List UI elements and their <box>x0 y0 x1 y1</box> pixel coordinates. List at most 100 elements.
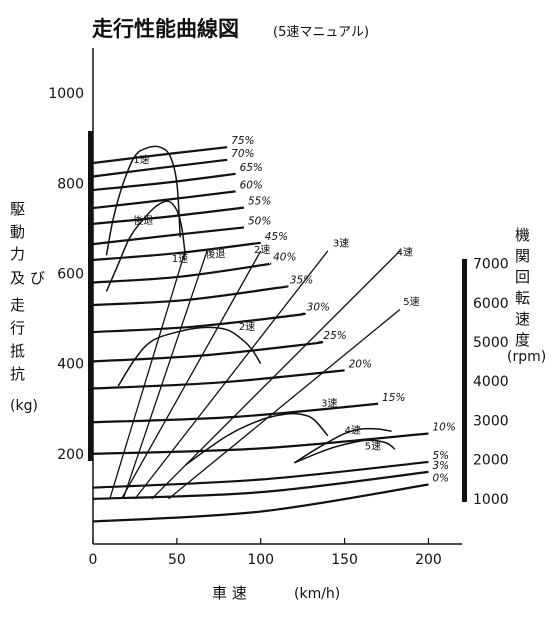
gradient-curve-50pct <box>92 226 245 246</box>
x-tick-label: 100 <box>247 552 274 568</box>
gear-line <box>151 250 401 500</box>
driving-force-curve <box>293 427 392 464</box>
y-tick-label: 600 <box>57 266 84 282</box>
rpm-axis-label-char: 回 <box>515 268 530 286</box>
gradient-curve-40pct <box>92 262 272 284</box>
rpm-axis-label-char: 転 <box>515 289 530 307</box>
x-axis-label: 車 速 <box>212 584 247 602</box>
gradient-curve-30pct <box>92 312 306 334</box>
gradient-curve-15pct <box>92 402 379 424</box>
rpm-tick-label: 4000 <box>473 374 509 390</box>
y-axis-label-char: 駆 <box>10 200 25 218</box>
y-axis-label-char: 抗 <box>10 365 25 383</box>
y-tick-label: 400 <box>57 357 84 373</box>
y-tick-label: 200 <box>57 447 84 463</box>
gear-label: 1速 <box>172 253 188 265</box>
x-tick-label: 150 <box>331 552 358 568</box>
gradient-label: 0% <box>432 472 449 484</box>
gradient-label: 50% <box>248 215 271 227</box>
gradient-label: 3% <box>432 460 449 472</box>
driving-force-curve <box>105 200 186 292</box>
y-axis-label-char: 行 <box>10 319 25 337</box>
x-axis-unit: (km/h) <box>294 586 340 602</box>
gear-line <box>109 250 186 500</box>
rpm-tick-label: 2000 <box>473 453 509 469</box>
gear-label: 後退 <box>133 214 153 227</box>
gradient-label: 45% <box>265 231 288 243</box>
rpm-tick-label: 5000 <box>473 335 509 351</box>
driving-force-curve <box>117 326 262 387</box>
gradient-curve-45pct <box>92 241 261 262</box>
gear-line <box>122 250 208 500</box>
gear-label: 5速 <box>365 440 381 452</box>
gradient-curve-55pct <box>92 206 245 225</box>
gear-label: 4速 <box>397 246 413 258</box>
gradient-curve-70pct <box>92 158 228 178</box>
gradient-label: 10% <box>432 422 455 434</box>
rpm-axis-label-char: 機 <box>515 226 530 244</box>
y-axis-label-char: び <box>30 269 45 287</box>
gradient-label: 65% <box>240 162 263 174</box>
y-axis-label-char: 及 <box>10 269 25 287</box>
y-axis-label-char: 抵 <box>10 342 25 360</box>
y-axis-unit: (kg) <box>10 398 38 414</box>
gear-label: 3速 <box>321 397 337 409</box>
x-tick-label: 200 <box>415 552 442 568</box>
y-tick-label: 800 <box>57 176 84 192</box>
gradient-label: 55% <box>248 196 271 208</box>
gradient-curve-10pct <box>92 432 429 455</box>
gradient-curve-0pct <box>92 483 429 523</box>
gradient-curve-60pct <box>92 190 236 210</box>
gradient-label: 25% <box>323 330 346 342</box>
gradient-curve-5pct <box>92 460 429 489</box>
x-tick-label: 50 <box>168 552 186 568</box>
rpm-axis-label-char: 関 <box>515 247 530 265</box>
rpm-tick-labels: 1000 2000 3000 4000 5000 6000 7000 <box>473 257 509 508</box>
driving-force-curve <box>293 439 396 464</box>
left-tick-bar <box>88 131 93 461</box>
gear-label: 2速 <box>239 321 255 333</box>
y-tick-labels: 200 400 600 800 1000 <box>48 86 84 463</box>
rpm-tick-label: 1000 <box>473 492 509 508</box>
gradient-label: 15% <box>382 392 405 404</box>
rpm-axis-label-char: 速 <box>515 310 530 328</box>
chart-title: 走行性能曲線図 <box>92 17 239 41</box>
gradient-curve-65pct <box>92 172 236 192</box>
x-tick-label: 0 <box>89 552 98 568</box>
driving-force-curve <box>184 412 329 466</box>
gradient-label: 20% <box>349 358 372 370</box>
gear-label: 3速 <box>333 237 349 249</box>
gradient-label: 60% <box>240 179 263 191</box>
gradient-label: 30% <box>307 302 330 314</box>
gradient-curve-35pct <box>92 285 289 307</box>
gradient-label: 75% <box>231 135 254 147</box>
gear-line <box>120 250 262 500</box>
y-axis-label-char: 力 <box>10 245 25 263</box>
y-axis-label-char: 動 <box>10 223 25 241</box>
y-tick-label: 1000 <box>48 86 84 102</box>
gradient-curve-75pct <box>92 146 228 165</box>
rpm-axis-bar <box>462 259 467 502</box>
plot-area: 75%70%65%60%55%50%45%40%35%30%25%20%15%1… <box>92 135 456 523</box>
gradient-curve-3pct <box>92 470 429 501</box>
gear-label: 4速 <box>345 425 361 437</box>
rpm-axis-unit: (rpm) <box>507 349 546 365</box>
rpm-tick-label: 6000 <box>473 296 509 312</box>
gear-label: 後退 <box>205 248 225 261</box>
gradient-curve-20pct <box>92 369 345 390</box>
gear-line <box>134 250 329 500</box>
rpm-tick-label: 3000 <box>473 413 509 429</box>
rpm-tick-label: 7000 <box>473 257 509 273</box>
x-tick-labels: 0 50 100 150 200 <box>89 538 442 568</box>
gear-label: 5速 <box>403 296 419 308</box>
gear-line <box>168 309 401 500</box>
rpm-axis-label-char: 度 <box>515 331 530 349</box>
chart-subtitle: (5速マニュアル) <box>273 25 369 40</box>
gear-label: 1速 <box>133 154 149 166</box>
gradient-label: 5% <box>432 450 449 462</box>
driving-force-curve <box>105 145 181 256</box>
y-axis-label-char: 走 <box>10 296 25 314</box>
